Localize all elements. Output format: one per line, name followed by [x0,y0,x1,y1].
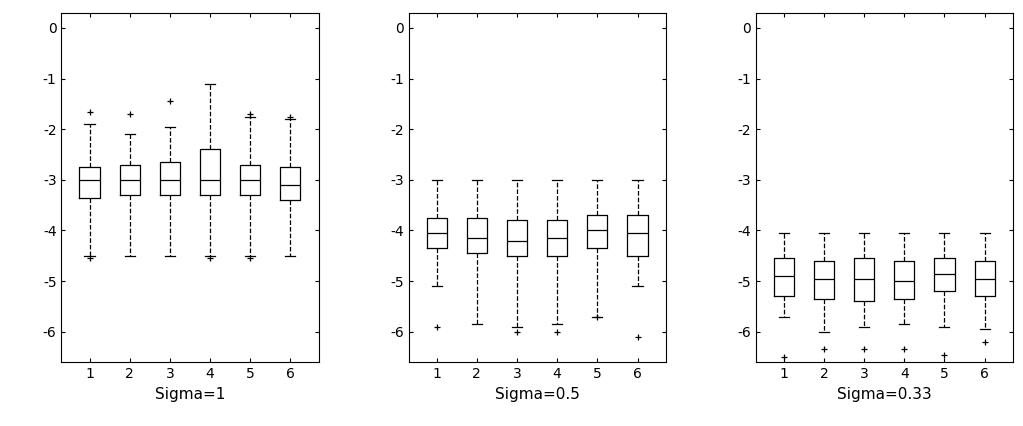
X-axis label: Sigma=1: Sigma=1 [154,386,225,402]
X-axis label: Sigma=0.33: Sigma=0.33 [837,386,932,402]
X-axis label: Sigma=0.5: Sigma=0.5 [495,386,579,402]
